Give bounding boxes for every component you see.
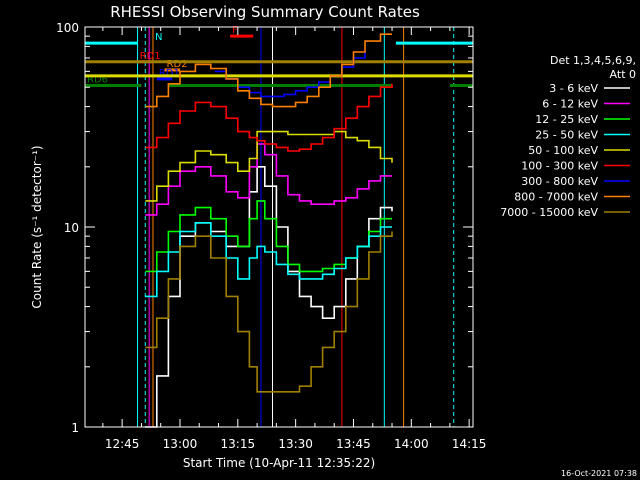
series-line-8 [145, 231, 393, 393]
legend-label-0: 3 - 6 keV [549, 82, 598, 95]
x-tick-label-2: 13:15 [221, 437, 256, 451]
flag-label-3: RD1 [159, 68, 180, 79]
x-axis: 12:45 13:00 13:15 13:30 13:45 14:00 14:15 [102, 27, 487, 451]
y-tick-label-1: 10 [64, 221, 79, 235]
flag-label-2: RD2 [167, 59, 188, 70]
y-axis-label: Count Rate (s⁻¹ detector⁻¹) [30, 145, 44, 308]
legend-label-4: 50 - 100 keV [528, 144, 598, 157]
legend: Det 1,3,4,5,6,9, Att 0 3 - 6 keV 6 - 12 k… [500, 54, 636, 219]
series-line-3 [145, 222, 392, 298]
legend-header-line-1: Det 1,3,4,5,6,9, [550, 54, 636, 67]
series-line-0 [145, 166, 393, 428]
x-axis-label: Start Time (10-Apr-11 12:35:22) [183, 456, 375, 470]
x-tick-label-3: 13:30 [278, 437, 313, 451]
plot-series [145, 33, 393, 428]
flag-label-5: F [232, 25, 238, 36]
legend-header-line-2: Att 0 [610, 68, 636, 81]
series-line-7 [145, 33, 392, 108]
vertical-markers [137, 27, 455, 427]
legend-label-8: 7000 - 15000 keV [500, 206, 598, 219]
x-tick-label-0: 12:45 [105, 437, 140, 451]
legend-label-1: 6 - 12 keV [542, 98, 598, 111]
y-tick-label-2: 100 [56, 21, 79, 35]
x-tick-label-4: 13:45 [336, 437, 371, 451]
legend-label-5: 100 - 300 keV [521, 160, 598, 173]
series-line-5 [145, 83, 393, 152]
timestamp-stamp: 16-Oct-2021 07:38 [561, 469, 637, 478]
chart-title: RHESSI Observing Summary Count Rates [110, 3, 420, 21]
x-tick-label-6: 14:15 [452, 437, 487, 451]
flag-label-4: RD6 [87, 74, 108, 85]
legend-label-2: 12 - 25 keV [535, 113, 598, 126]
flag-label-0: N [155, 32, 162, 43]
series-line-4 [145, 130, 393, 202]
x-tick-label-5: 14:00 [394, 437, 429, 451]
flag-label-1: RD1 [140, 51, 161, 62]
legend-label-6: 300 - 800 keV [521, 175, 598, 188]
x-tick-label-1: 13:00 [163, 437, 198, 451]
y-axis: 1 10 100 [56, 21, 473, 435]
series-line-1 [145, 143, 392, 216]
legend-label-3: 25 - 50 keV [535, 129, 598, 142]
legend-label-7: 800 - 7000 keV [514, 191, 598, 204]
y-tick-label-0: 1 [71, 421, 79, 435]
